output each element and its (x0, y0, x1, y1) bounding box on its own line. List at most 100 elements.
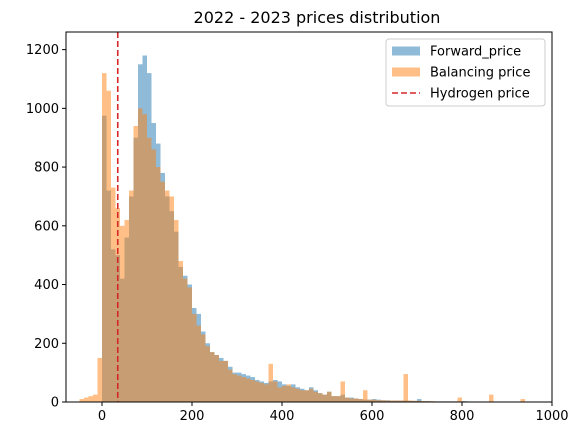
histogram-bar-1-69 (390, 400, 395, 402)
histogram-bar-1-46 (286, 384, 291, 402)
histogram-bar-1-6 (106, 90, 111, 402)
histogram-bar-1-51 (309, 388, 314, 402)
histogram-bar-1-49 (300, 390, 305, 402)
histogram-bar-1-65 (372, 399, 377, 402)
histogram-bar-1-37 (246, 378, 251, 402)
histogram-bar-1-23 (183, 278, 188, 402)
histogram-bar-1-31 (219, 360, 224, 402)
histogram-bar-1-44 (277, 387, 282, 402)
histogram-bar-1-5 (102, 73, 107, 403)
histogram-bar-1-41 (264, 384, 269, 402)
histogram-bar-1-84 (457, 397, 462, 402)
histogram-bar-1-24 (187, 287, 192, 402)
histogram-bar-1-54 (322, 394, 327, 402)
histogram-bar-1-56 (331, 396, 336, 402)
histogram-bar-1-35 (237, 375, 242, 402)
histogram-bar-1-68 (385, 400, 390, 402)
histogram-bar-1-2 (88, 396, 93, 402)
histogram-bar-1-59 (345, 397, 350, 402)
histogram-bar-1-14 (142, 114, 147, 402)
histogram-bar-1-28 (205, 346, 210, 402)
histogram-bar-1-91 (489, 394, 494, 402)
bars-layer (79, 55, 530, 403)
histogram-bar-1-25 (192, 313, 197, 402)
histogram-bar-1-39 (255, 381, 260, 402)
chart-title: 2022 - 2023 prices distribution (194, 8, 441, 27)
x-tick-label-3: 600 (360, 409, 385, 424)
histogram-bar-1-16 (151, 149, 156, 402)
y-tick-label-0: 0 (51, 396, 59, 411)
histogram-bar-1-45 (282, 385, 287, 402)
histogram-bar-1-42 (268, 363, 273, 402)
histogram-bar-1-32 (223, 360, 228, 402)
histogram-bar-1-66 (376, 400, 381, 402)
histogram-bar-1-29 (210, 352, 215, 402)
histogram-bar-1-17 (156, 167, 161, 402)
histogram-bar-1-52 (313, 391, 318, 402)
histogram-bar-1-15 (147, 137, 152, 402)
histogram-bar-1-7 (111, 187, 116, 402)
y-tick-label-5: 1000 (26, 102, 59, 117)
y-tick-label-4: 800 (34, 161, 59, 176)
histogram-bar-1-64 (367, 399, 372, 402)
legend-label-1: Balancing price (430, 66, 530, 81)
histogram-bar-1-26 (196, 325, 201, 402)
histogram-bar-1-4 (97, 357, 102, 402)
y-tick-label-6: 1200 (26, 43, 59, 58)
histogram-bar-1-74 (412, 400, 417, 402)
histogram-bar-1-62 (358, 399, 363, 402)
histogram-bar-1-33 (228, 369, 233, 402)
histogram-bar-1-34 (232, 374, 237, 402)
histogram-bar-1-10 (124, 219, 129, 402)
axes-layer: 0 200 400 600 800 1000 0 200 400 600 800 1000 1200 (26, 43, 569, 424)
legend: Forward_price Balancing price Hydrogen pri… (385, 38, 546, 107)
legend-swatch-1 (392, 67, 420, 77)
legend-label-0: Forward_price (430, 45, 521, 60)
histogram-bar-1-38 (250, 379, 255, 402)
histogram-bar-1-0 (79, 399, 84, 402)
histogram-bar-1-61 (354, 398, 359, 402)
legend-box (385, 38, 546, 107)
histogram-bar-1-12 (133, 125, 138, 402)
histogram-bar-1-43 (273, 381, 278, 402)
histogram-bar-1-1 (84, 397, 89, 402)
histogram-bar-1-48 (295, 388, 300, 402)
histogram-bar-1-55 (327, 391, 332, 402)
histogram-bar-0-70 (417, 399, 422, 402)
x-tick-label-1: 200 (180, 409, 205, 424)
legend-swatch-0 (392, 46, 420, 56)
histogram-bar-1-70 (394, 400, 399, 402)
histogram-bar-1-57 (336, 396, 341, 402)
x-tick-label-4: 800 (450, 409, 475, 424)
histogram-bar-1-3 (93, 394, 98, 402)
histogram-bar-1-75 (417, 400, 422, 402)
y-tick-label-1: 200 (34, 337, 59, 352)
histogram-bar-1-21 (174, 219, 179, 402)
histogram-bar-1-60 (349, 398, 354, 402)
histogram-bar-1-9 (120, 225, 125, 402)
histogram-bar-1-27 (201, 334, 206, 402)
x-tick-label-2: 400 (270, 409, 295, 424)
histogram-bar-1-71 (399, 400, 404, 402)
y-tick-label-3: 600 (34, 219, 59, 234)
histogram-bar-1-11 (129, 190, 134, 402)
histogram-bar-1-36 (241, 377, 246, 402)
histogram-bar-1-50 (304, 390, 309, 402)
histogram-bar-1-73 (408, 400, 413, 402)
histogram-bar-1-20 (169, 196, 174, 402)
histogram-bar-1-58 (340, 381, 345, 402)
y-tick-label-2: 400 (34, 278, 59, 293)
histogram-bar-1-72 (403, 374, 408, 402)
histogram-bar-1-47 (291, 387, 296, 402)
histogram-bar-1-53 (318, 393, 323, 402)
histogram-bar-1-18 (160, 181, 165, 402)
legend-label-2: Hydrogen price (430, 87, 530, 102)
histogram-bar-1-63 (363, 390, 368, 402)
histogram-bar-1-40 (259, 382, 264, 402)
histogram-bar-1-22 (178, 261, 183, 402)
histogram-bar-1-67 (381, 400, 386, 402)
histogram-bar-1-30 (214, 355, 219, 402)
histogram-bar-1-19 (165, 190, 170, 402)
x-tick-label-0: 0 (98, 409, 106, 424)
